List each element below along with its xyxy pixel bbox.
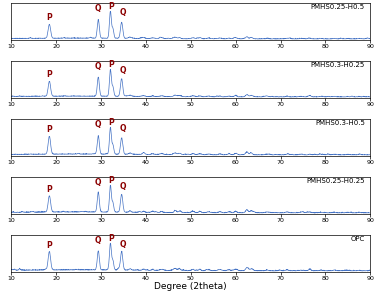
Text: Q: Q [120,240,126,249]
Text: P: P [46,13,52,22]
Text: Q: Q [120,182,126,191]
X-axis label: Degree (2theta): Degree (2theta) [154,282,227,291]
Text: P: P [46,125,52,134]
Text: P: P [108,118,114,127]
Text: P: P [108,2,114,11]
Text: Q: Q [95,120,101,129]
Text: PMHS0.3-H0.5: PMHS0.3-H0.5 [315,120,365,126]
Text: Q: Q [95,62,101,71]
Text: P: P [108,60,114,69]
Text: PMHS0.25-H0.25: PMHS0.25-H0.25 [306,178,365,184]
Text: P: P [46,185,52,194]
Text: Q: Q [95,4,101,14]
Text: P: P [108,234,114,243]
Text: OPC: OPC [350,237,365,242]
Text: PMHS0.25-H0.5: PMHS0.25-H0.5 [311,4,365,10]
Text: P: P [46,70,52,79]
Text: Q: Q [120,8,126,17]
Text: Q: Q [95,237,101,245]
Text: Q: Q [120,124,126,133]
Text: P: P [108,176,114,185]
Text: Q: Q [120,66,126,75]
Text: PMHS0.3-H0.25: PMHS0.3-H0.25 [311,62,365,68]
Text: P: P [46,241,52,250]
Text: Q: Q [95,178,101,187]
